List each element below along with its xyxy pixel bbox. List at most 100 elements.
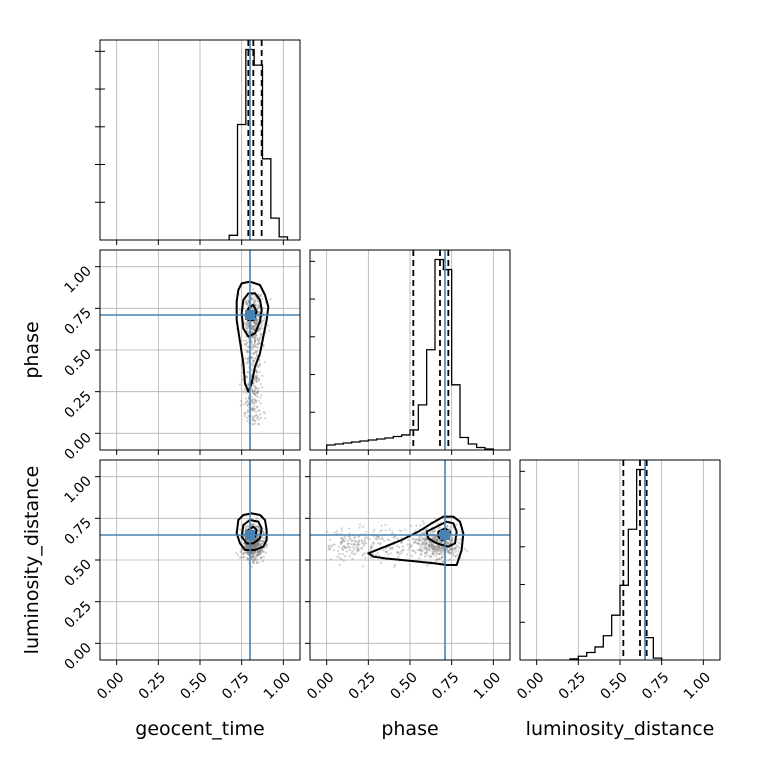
sample-point — [253, 385, 256, 388]
x-tick-label: 0.00 — [514, 670, 547, 703]
sample-point — [363, 542, 366, 545]
sample-point — [254, 525, 258, 528]
sample-point — [245, 411, 248, 414]
sample-point — [251, 555, 254, 558]
sample-point — [252, 391, 255, 394]
sample-point — [243, 411, 247, 415]
sample-point — [257, 552, 260, 556]
sample-point — [252, 329, 256, 332]
sample-point — [454, 550, 457, 554]
sample-point — [433, 547, 436, 550]
sample-point — [254, 338, 257, 341]
sample-point — [259, 332, 262, 336]
sample-point — [431, 552, 434, 555]
sample-point — [440, 540, 443, 543]
sample-point — [441, 555, 444, 558]
sample-point — [259, 543, 263, 546]
sample-point — [418, 537, 421, 540]
sample-point — [255, 406, 258, 409]
sample-point — [261, 549, 264, 552]
sample-point — [253, 321, 256, 324]
sample-point — [254, 376, 257, 379]
sample-point — [435, 548, 438, 551]
sample-point — [264, 551, 267, 554]
sample-point — [256, 389, 259, 393]
sample-point — [254, 545, 257, 549]
sample-point — [397, 551, 400, 554]
sample-point — [243, 343, 246, 346]
sample-point — [257, 535, 260, 539]
sample-point — [407, 538, 410, 542]
sample-point — [432, 547, 435, 550]
sample-point — [431, 542, 434, 545]
sample-point — [348, 538, 352, 541]
sample-point — [362, 565, 365, 568]
sample-point — [437, 544, 440, 548]
sample-point — [400, 541, 403, 544]
sample-point — [245, 299, 248, 302]
sample-point — [418, 538, 421, 541]
sample-point — [431, 529, 434, 532]
sample-point — [333, 543, 336, 546]
sample-point — [250, 558, 254, 561]
sample-point — [358, 539, 362, 542]
sample-point — [256, 544, 260, 548]
sample-point — [251, 540, 254, 543]
sample-point — [243, 415, 246, 418]
sample-point — [252, 545, 256, 548]
sample-point — [440, 552, 443, 556]
sample-point — [350, 543, 354, 546]
sample-point — [254, 543, 257, 547]
sample-point — [255, 371, 259, 374]
sample-point — [245, 342, 248, 345]
sample-point — [255, 386, 258, 389]
sample-point — [251, 545, 255, 549]
sample-point — [421, 542, 424, 545]
sample-point — [424, 545, 427, 548]
sample-point — [434, 535, 437, 538]
sample-point — [370, 546, 373, 549]
sample-point — [411, 537, 414, 540]
sample-point — [451, 539, 454, 542]
sample-point — [387, 538, 391, 542]
sample-point — [257, 304, 260, 307]
sample-point — [427, 543, 430, 547]
sample-point — [256, 550, 260, 553]
sample-point — [346, 542, 350, 545]
sample-point — [423, 536, 426, 540]
sample-point — [400, 541, 404, 544]
sample-point — [256, 318, 259, 322]
sample-point — [246, 400, 249, 403]
sample-point — [421, 546, 424, 549]
sample-point — [332, 548, 335, 552]
sample-point — [246, 404, 249, 407]
sample-point — [419, 524, 422, 527]
sample-point — [252, 416, 256, 419]
sample-point — [262, 550, 265, 553]
x-tick-label: 0.75 — [429, 670, 462, 703]
sample-point — [435, 548, 438, 552]
sample-point — [376, 551, 379, 554]
histogram-step — [228, 48, 289, 240]
sample-point — [253, 378, 257, 382]
sample-point — [256, 532, 259, 535]
sample-point — [439, 541, 443, 544]
sample-point — [245, 362, 248, 365]
sample-point — [263, 537, 267, 540]
sample-point — [244, 335, 248, 338]
sample-point — [344, 555, 347, 558]
sample-point — [389, 546, 392, 550]
sample-point — [244, 302, 248, 306]
sample-point — [448, 558, 451, 561]
sample-point — [356, 543, 359, 546]
sample-point — [258, 549, 261, 552]
sample-point — [259, 396, 262, 399]
sample-point — [250, 398, 253, 401]
sample-point — [357, 541, 360, 544]
sample-point — [255, 350, 258, 353]
sample-point — [342, 545, 346, 548]
sample-point — [253, 557, 257, 560]
sample-point — [257, 544, 260, 547]
sample-point — [260, 321, 263, 324]
sample-point — [355, 550, 359, 553]
